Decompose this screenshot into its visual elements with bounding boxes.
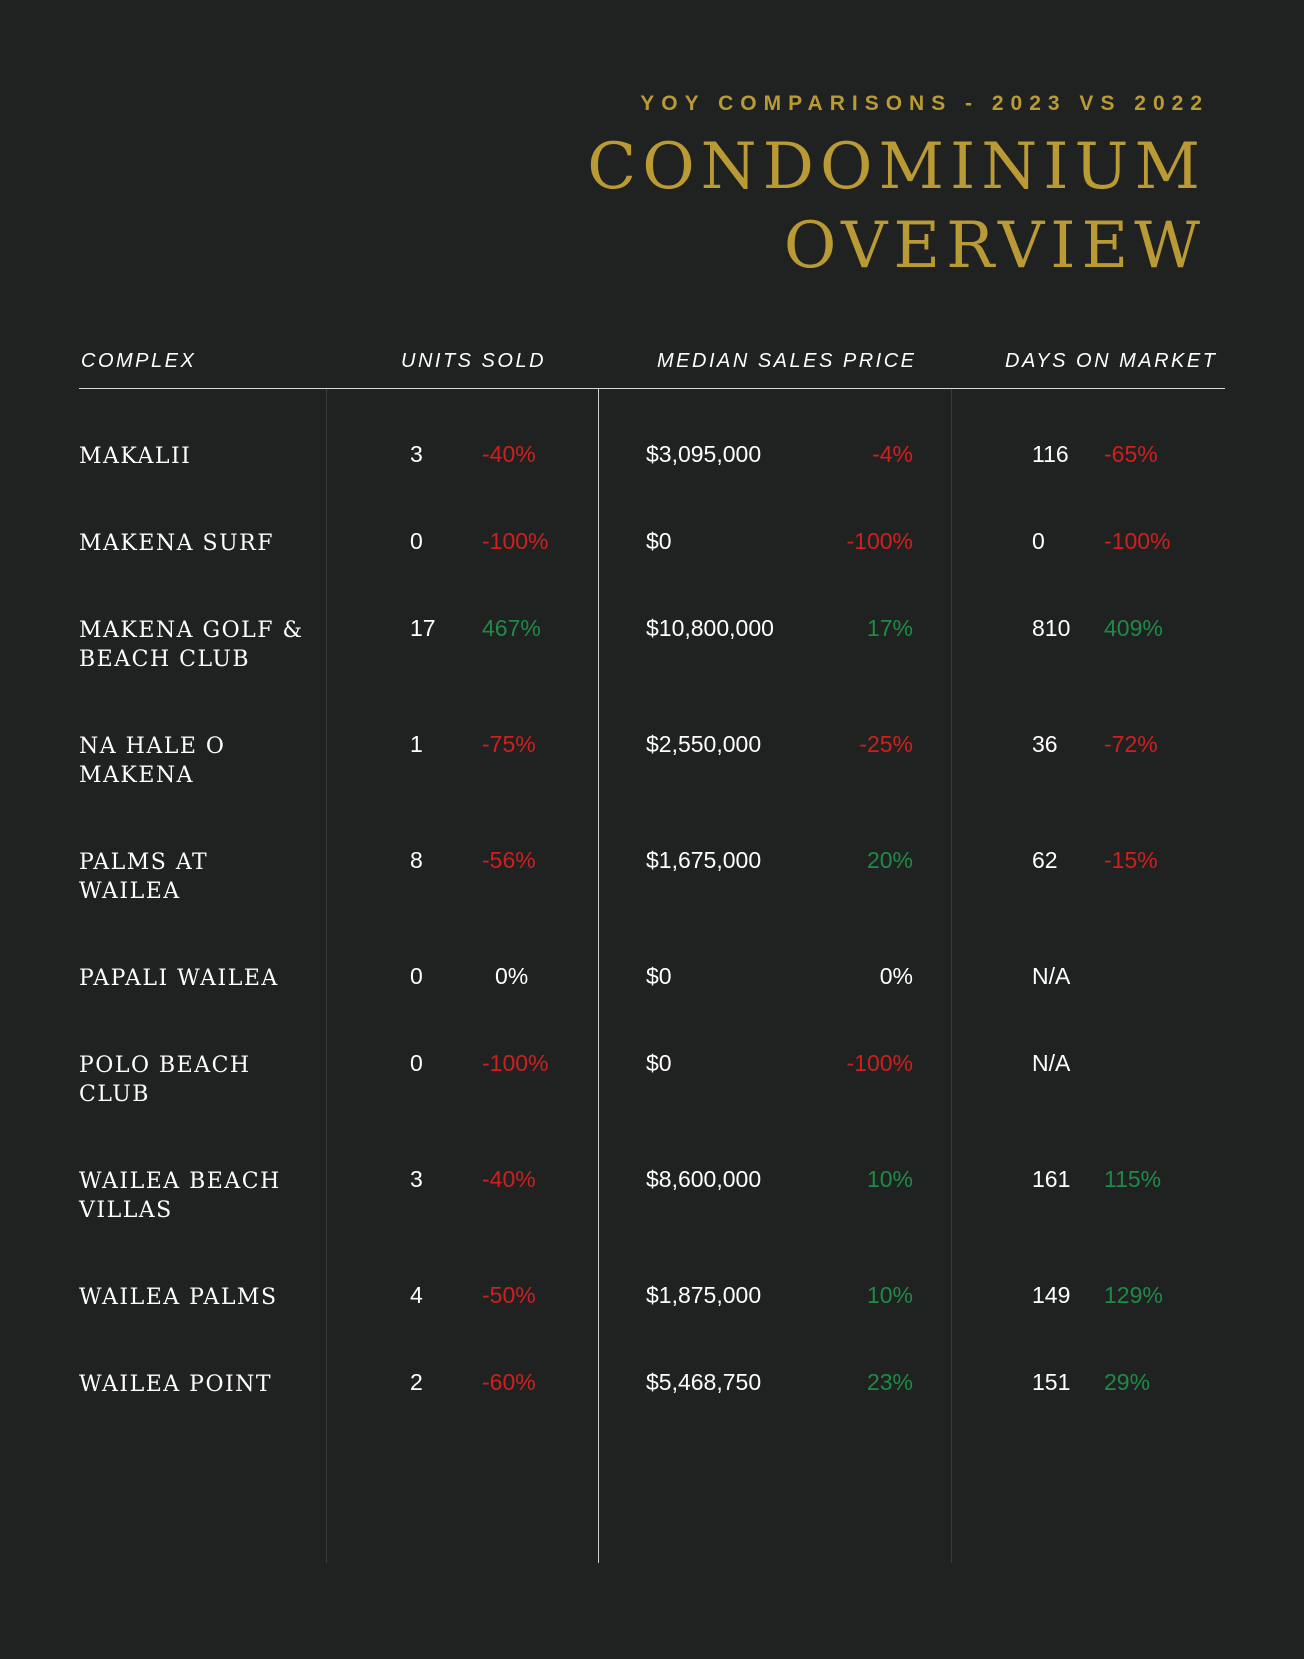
median-price-value: $1,675,000 [646,847,762,873]
units-sold-value: 17 [410,615,436,641]
days-on-market-value: 0 [1032,528,1045,554]
table-row: MAKENA SURF 0 -100% $0 -100% 0 -100% [0,527,1304,587]
units-sold-value: 8 [410,847,423,873]
table-row: POLO BEACH CLUB 0 -100% $0 -100% N/A [0,1049,1304,1109]
complex-name: MAKENA GOLF & BEACH CLUB [79,618,304,672]
units-sold-value: 3 [410,441,423,467]
median-price-change: -25% [859,731,913,757]
complex-name: MAKENA SURF [79,531,274,556]
units-sold-change: -40% [482,1166,536,1192]
column-header-median-sales-price: MEDIAN SALES PRICE [657,350,917,372]
days-on-market-change: -65% [1104,441,1158,467]
days-on-market-change: -72% [1104,731,1158,757]
units-sold-value: 1 [410,731,423,757]
page-title: CONDOMINIUM OVERVIEW [587,128,1206,286]
complex-name: POLO BEACH CLUB [79,1053,251,1107]
table-row: NA HALE O MAKENA 1 -75% $2,550,000 -25% 36 -72… [0,730,1304,790]
column-header-days-on-market: DAYS ON MARKET [1005,350,1218,372]
median-price-value: $5,468,750 [646,1369,762,1395]
table-row: WAILEA BEACH VILLAS 3 -40% $8,600,000 10% 161… [0,1165,1304,1225]
days-on-market-value: 36 [1032,731,1058,757]
days-on-market-change: 409% [1104,615,1163,641]
days-on-market-value: N/A [1032,1050,1071,1076]
column-divider-1 [326,389,327,1563]
units-sold-change: -100% [482,528,549,554]
table-row: PALMS AT WAILEA 8 -56% $1,675,000 20% 62 -15% [0,846,1304,906]
units-sold-change: -40% [482,441,536,467]
units-sold-value: 4 [410,1282,423,1308]
units-sold-value: 0 [410,528,423,554]
days-on-market-value: 810 [1032,615,1071,641]
median-price-value: $1,875,000 [646,1282,762,1308]
median-price-value: $0 [646,1050,672,1076]
table-row: WAILEA PALMS 4 -50% $1,875,000 10% 149 129% [0,1281,1304,1341]
median-price-value: $0 [646,528,672,554]
median-price-change: -100% [846,528,913,554]
complex-name: WAILEA POINT [79,1372,273,1397]
units-sold-change: -60% [482,1369,536,1395]
units-sold-value: 0 [410,963,423,989]
table-row: MAKALII 3 -40% $3,095,000 -4% 116 -65% [0,440,1304,500]
days-on-market-value: 151 [1032,1369,1071,1395]
units-sold-change: -50% [482,1282,536,1308]
units-sold-change: -75% [482,731,536,757]
median-price-change: 10% [866,1282,913,1308]
median-price-value: $10,800,000 [646,615,774,641]
units-sold-change: 0% [495,963,529,989]
days-on-market-change: -15% [1104,847,1158,873]
table-row: MAKENA GOLF & BEACH CLUB 17 467% $10,800,00… [0,614,1304,674]
page-title-line-2: OVERVIEW [783,209,1206,283]
median-price-change: 10% [866,1166,913,1192]
days-on-market-value: 149 [1032,1282,1071,1308]
header-divider [79,388,1225,389]
median-price-value: $8,600,000 [646,1166,762,1192]
units-sold-change: -100% [482,1050,549,1076]
table-row: WAILEA POINT 2 -60% $5,468,750 23% 151 29% [0,1368,1304,1428]
column-divider-3 [951,389,952,1563]
median-price-value: $3,095,000 [646,441,762,467]
page-title-line-1: CONDOMINIUM [587,130,1206,204]
complex-name: WAILEA BEACH VILLAS [79,1169,281,1223]
days-on-market-change: 115% [1104,1166,1162,1192]
units-sold-change: -56% [482,847,536,873]
units-sold-value: 2 [410,1369,423,1395]
median-price-change: 17% [866,615,913,641]
median-price-change: 20% [866,847,913,873]
complex-name: PALMS AT WAILEA [79,850,209,904]
column-header-complex: COMPLEX [81,350,197,372]
median-price-value: $2,550,000 [646,731,762,757]
median-price-change: -100% [846,1050,913,1076]
complex-name: NA HALE O MAKENA [79,734,226,788]
complex-name: MAKALII [79,444,192,469]
days-on-market-value: N/A [1032,963,1071,989]
days-on-market-value: 116 [1032,441,1069,467]
table-row: PAPALI WAILEA 0 0% $0 0% N/A [0,962,1304,1022]
column-divider-2 [598,389,599,1563]
complex-name: PAPALI WAILEA [79,966,279,991]
median-price-change: -4% [872,441,913,467]
column-header-units-sold: UNITS SOLD [401,350,547,372]
units-sold-change: 467% [482,615,541,641]
days-on-market-change: -100% [1104,528,1171,554]
median-price-value: $0 [646,963,672,989]
units-sold-value: 0 [410,1050,423,1076]
days-on-market-value: 62 [1032,847,1058,873]
median-price-change: 23% [866,1369,913,1395]
days-on-market-value: 161 [1032,1166,1071,1192]
page-kicker: YOY COMPARISONS - 2023 VS 2022 [640,92,1209,115]
complex-name: WAILEA PALMS [79,1285,278,1310]
median-price-change: 0% [879,963,913,989]
days-on-market-change: 29% [1104,1369,1151,1395]
units-sold-value: 3 [410,1166,423,1192]
days-on-market-change: 129% [1104,1282,1163,1308]
